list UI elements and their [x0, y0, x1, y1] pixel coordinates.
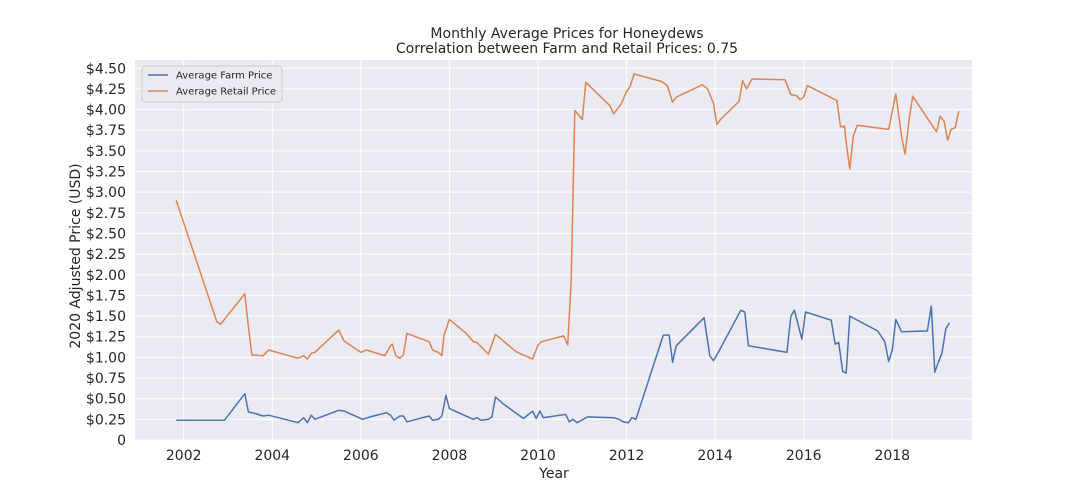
legend-box	[141, 65, 283, 103]
x-tick-labels: 2002 2004 2006 2008 2010 2012 2014 2016 2018	[166, 448, 910, 464]
x-tick-label: 2018	[874, 448, 910, 464]
retail-price-line	[175, 73, 960, 360]
chart-title: Monthly Average Prices for Honeydews	[430, 26, 703, 42]
y-tick-label: $3.25	[86, 165, 126, 181]
y-tick-label: $3.50	[86, 144, 126, 160]
legend-entry: Average Farm Price	[176, 71, 272, 82]
y-tick-label: $3.00	[86, 185, 126, 201]
y-tick-label: $2.25	[86, 247, 126, 263]
series-layer	[175, 73, 960, 424]
y-tick-label: $2.75	[86, 206, 126, 222]
y-tick-label: $4.50	[86, 61, 126, 77]
y-tick-label: $4.25	[86, 82, 126, 98]
y-tick-label: $1.50	[86, 309, 126, 325]
y-tick-label: 0	[117, 433, 126, 449]
legend: Average Farm Price Average Retail Price	[141, 65, 283, 103]
y-tick-label: $0.50	[86, 392, 126, 408]
y-tick-label: $1.00	[86, 350, 126, 366]
y-tick-label: $0.75	[86, 371, 126, 387]
x-tick-label: 2002	[166, 448, 202, 464]
y-tick-label: $1.25	[86, 330, 126, 346]
x-tick-label: 2004	[254, 448, 290, 464]
y-tick-label: $2.50	[86, 226, 126, 242]
x-tick-label: 2008	[432, 448, 468, 464]
legend-entry: Average Retail Price	[176, 87, 276, 98]
y-tick-label: $3.75	[86, 123, 126, 139]
x-tick-label: 2016	[786, 448, 822, 464]
plot-area	[135, 60, 972, 440]
y-tick-label: $2.00	[86, 268, 126, 284]
chart-subtitle: Correlation between Farm and Retail Pric…	[396, 41, 738, 57]
x-axis-label: Year	[538, 466, 569, 482]
farm-price-line	[176, 305, 951, 424]
x-tick-label: 2012	[609, 448, 645, 464]
x-tick-label: 2014	[697, 448, 733, 464]
x-tick-label: 2006	[343, 448, 379, 464]
x-tick-label: 2010	[520, 448, 556, 464]
y-tick-label: $1.75	[86, 288, 126, 304]
y-tick-labels: 0 $0.25 $0.50 $0.75 $1.00 $1.25 $1.50 $1.75 $2.0…	[86, 61, 126, 449]
y-tick-label: $0.25	[86, 412, 126, 428]
y-axis-label: 2020 Adjusted Price (USD)	[68, 163, 84, 348]
x-gridlines	[183, 60, 893, 440]
y-tick-label: $4.00	[86, 103, 126, 119]
y-gridlines	[135, 67, 972, 441]
